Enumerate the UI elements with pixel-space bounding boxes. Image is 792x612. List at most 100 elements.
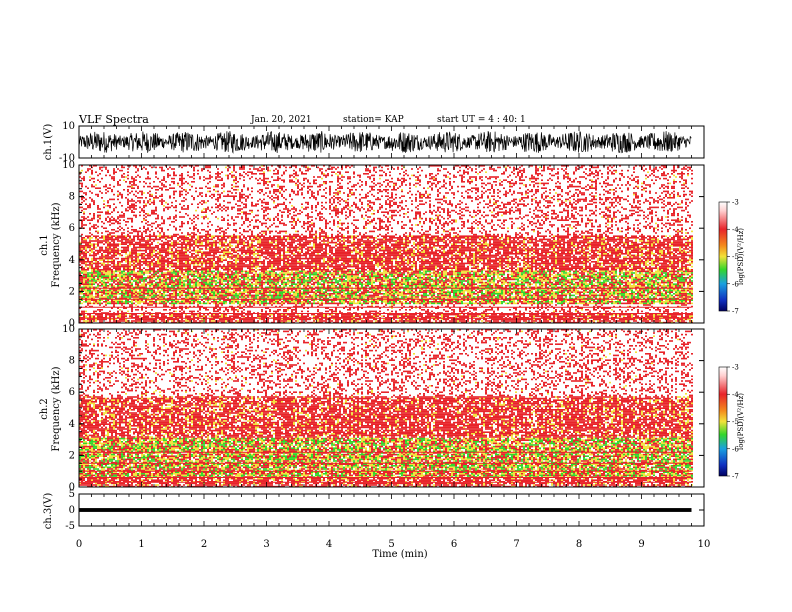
spectrogram-cell [149, 256, 151, 258]
spectrogram-cell [227, 263, 229, 265]
spectrogram-cell [241, 282, 243, 284]
spectrogram-cell [221, 239, 223, 241]
spectrogram-cell [197, 274, 199, 276]
spectrogram-cell [233, 170, 235, 172]
spectrogram-cell [137, 235, 139, 237]
spectrogram-cell [169, 253, 171, 255]
spectrogram-cell [203, 296, 205, 298]
spectrogram-cell [137, 175, 139, 177]
spectrogram-cell [157, 242, 159, 244]
spectrogram-cell [185, 293, 187, 295]
spectrogram-cell [173, 304, 175, 306]
spectrogram-cell [123, 303, 125, 305]
spectrogram-cell [105, 261, 107, 263]
spectrogram-cell [203, 315, 205, 317]
spectrogram-cell [255, 285, 257, 287]
spectrogram-cell [181, 191, 183, 193]
spectrogram-cell [193, 235, 195, 237]
spectrogram-cell [215, 256, 217, 258]
spectrogram-cell [151, 275, 153, 277]
spectrogram-cell [241, 301, 243, 303]
spectrogram-cell [177, 315, 179, 317]
spectrogram-cell [183, 283, 185, 285]
spectrogram-cell [229, 251, 231, 253]
spectrogram-cell [219, 275, 221, 277]
spectrogram-cell [97, 290, 99, 292]
spectrogram-cell [127, 175, 129, 177]
spectrogram-cell [203, 239, 205, 241]
spectrogram-cell [83, 301, 85, 303]
spectrogram-cell [217, 267, 219, 269]
spectrogram-cell [101, 283, 103, 285]
spectrogram-cell [169, 267, 171, 269]
spectrogram-cell [237, 277, 239, 279]
spectrogram-cell [131, 186, 133, 188]
spectrogram-cell [113, 277, 115, 279]
spectrogram-cell [175, 227, 177, 229]
spectrogram-cell [83, 279, 85, 281]
spectrogram-cell [115, 250, 117, 252]
spectrogram-cell [119, 293, 121, 295]
spectrogram-cell [167, 176, 169, 178]
spectrogram-cell [135, 250, 137, 252]
spectrogram-cell [153, 264, 155, 266]
spectrogram-cell [121, 235, 123, 237]
spectrogram-cell [163, 186, 165, 188]
spectrogram-cell [239, 275, 241, 277]
spectrogram-cell [159, 261, 161, 263]
spectrogram-cell [157, 266, 159, 268]
spectrogram-cell [207, 261, 209, 263]
spectrogram-cell [179, 272, 181, 274]
spectrogram-cell [161, 195, 163, 197]
spectrogram-cell [97, 293, 99, 295]
spectrogram-cell [121, 272, 123, 274]
spectrogram-cell [133, 229, 135, 231]
spectrogram-cell [91, 240, 93, 242]
spectrogram-cell [87, 264, 89, 266]
spectrogram-cell [215, 301, 217, 303]
spectrogram-cell [121, 237, 123, 239]
spectrogram-cell [217, 210, 219, 212]
spectrogram-cell [247, 171, 249, 173]
spectrogram-cell [145, 223, 147, 225]
spectrogram-cell [165, 295, 167, 297]
spectrogram-cell [117, 235, 119, 237]
spectrogram-cell [241, 247, 243, 249]
spectrogram-cell [167, 168, 169, 170]
spectrogram-cell [135, 290, 137, 292]
spectrogram-cell [147, 277, 149, 279]
spectrogram-cell [105, 242, 107, 244]
spectrogram-cell [135, 195, 137, 197]
spectrogram-cell [89, 240, 91, 242]
spectrogram-cell [189, 274, 191, 276]
spectrogram-cell [107, 239, 109, 241]
spectrogram-cell [95, 235, 97, 237]
spectrogram-cell [199, 259, 201, 261]
spectrogram-cell [113, 248, 115, 250]
spectrogram-cell [85, 272, 87, 274]
spectrogram-cell [185, 279, 187, 281]
spectrogram-cell [207, 285, 209, 287]
spectrogram-cell [227, 207, 229, 209]
spectrogram-cell [217, 295, 219, 297]
spectrogram-cell [111, 229, 113, 231]
spectrogram-cell [139, 315, 141, 317]
spectrogram-cell [169, 216, 171, 218]
spectrogram-cell [219, 179, 221, 181]
spectrogram-cell [189, 239, 191, 241]
spectrogram-cell [255, 280, 257, 282]
spectrogram-cell [163, 250, 165, 252]
spectrogram-cell [143, 205, 145, 207]
spectrogram-cell [167, 258, 169, 260]
spectrogram-cell [87, 290, 89, 292]
spectrogram-cell [241, 285, 243, 287]
spectrogram-cell [135, 280, 137, 282]
spectrogram-cell [173, 282, 175, 284]
spectrogram-cell [109, 232, 111, 234]
spectrogram-cell [243, 250, 245, 252]
spectrogram-cell [223, 205, 225, 207]
spectrogram-cell [235, 309, 237, 311]
spectrogram-cell [167, 242, 169, 244]
spectrogram-cell [177, 242, 179, 244]
spectrogram-cell [251, 295, 253, 297]
